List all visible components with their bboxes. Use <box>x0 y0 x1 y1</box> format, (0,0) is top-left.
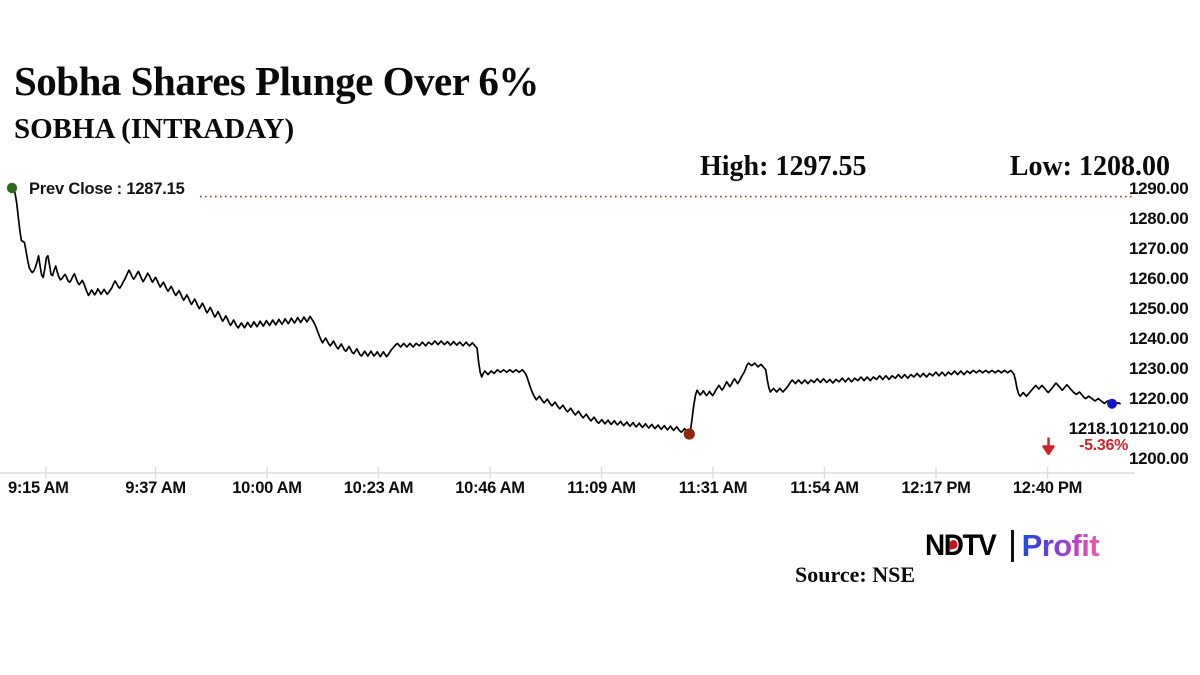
last-price-dot-marker <box>1107 398 1117 409</box>
price-line <box>11 187 1121 435</box>
ndtv-text: NDTV <box>925 529 997 562</box>
source-label: Source: NSE <box>795 562 915 587</box>
high-low-strip: High: 1297.55 Low: 1208.00 <box>700 150 1170 184</box>
page-subtitle: SOBHA (INTRADAY) <box>14 113 295 145</box>
ndtv-wordmark: NDTV <box>925 529 997 563</box>
last-price-value: 1218.10 <box>1068 419 1129 438</box>
x-axis-tick-label: 9:15 AM <box>8 479 69 497</box>
x-axis-tick-label: 12:40 PM <box>1012 479 1083 497</box>
x-axis-tick-label: 11:54 AM <box>790 479 859 497</box>
intraday-price-chart <box>0 170 1200 490</box>
session-low-label: Low: 1208.00 <box>1009 151 1170 182</box>
y-axis-tick-label: 1280.00 <box>1129 209 1189 228</box>
logo-divider <box>1010 530 1014 562</box>
ndtv-profit-logo: NDTV Profit <box>925 528 1100 564</box>
y-axis-tick-label: 1220.00 <box>1129 389 1189 408</box>
x-axis-tick-label: 9:37 AM <box>125 479 186 497</box>
y-axis-tick-label: 1270.00 <box>1129 239 1189 258</box>
x-axis-tick-label: 10:23 AM <box>343 479 414 497</box>
x-axis-tick-label: 11:31 AM <box>678 479 748 497</box>
page-title: Sobha Shares Plunge Over 6% <box>14 58 539 104</box>
x-axis-tick-label: 10:00 AM <box>232 479 302 497</box>
x-axis-tick-label: 12:17 PM <box>901 479 971 497</box>
y-axis-tick-label: 1260.00 <box>1129 269 1189 288</box>
y-axis-tick-label: 1230.00 <box>1129 359 1189 378</box>
profit-wordmark: Profit <box>1021 528 1100 563</box>
y-axis-tick-label: 1240.00 <box>1129 329 1189 348</box>
y-axis-tick-label: 1250.00 <box>1129 299 1189 318</box>
axis-group <box>0 467 1135 479</box>
session-low-dot-marker <box>683 428 695 440</box>
x-axis-tick-label: 10:46 AM <box>455 479 525 497</box>
x-axis-tick-label: 11:09 AM <box>567 479 636 497</box>
x-axis-ticks <box>45 467 1049 479</box>
y-axis-labels: 1290.00 1280.00 1270.00 1260.00 1250.00 1240.… <box>1129 0 1200 675</box>
x-axis-labels: 9:15 AM 9:37 AM 10:00 AM 10:23 AM 10:46 AM 11… <box>0 479 1200 507</box>
session-high-label: High: 1297.55 <box>700 151 867 182</box>
arrow-down-icon <box>1042 437 1055 455</box>
last-change-percent: -5.36% <box>1079 437 1128 454</box>
y-axis-tick-label: 1200.00 <box>1129 449 1189 468</box>
prev-close-label: Prev Close : 1287.15 <box>29 180 185 198</box>
y-axis-tick-label: 1290.00 <box>1129 179 1189 198</box>
prev-close-dot-marker <box>6 182 18 194</box>
chart-canvas <box>0 182 1135 479</box>
y-axis-tick-label: 1210.00 <box>1129 419 1189 438</box>
